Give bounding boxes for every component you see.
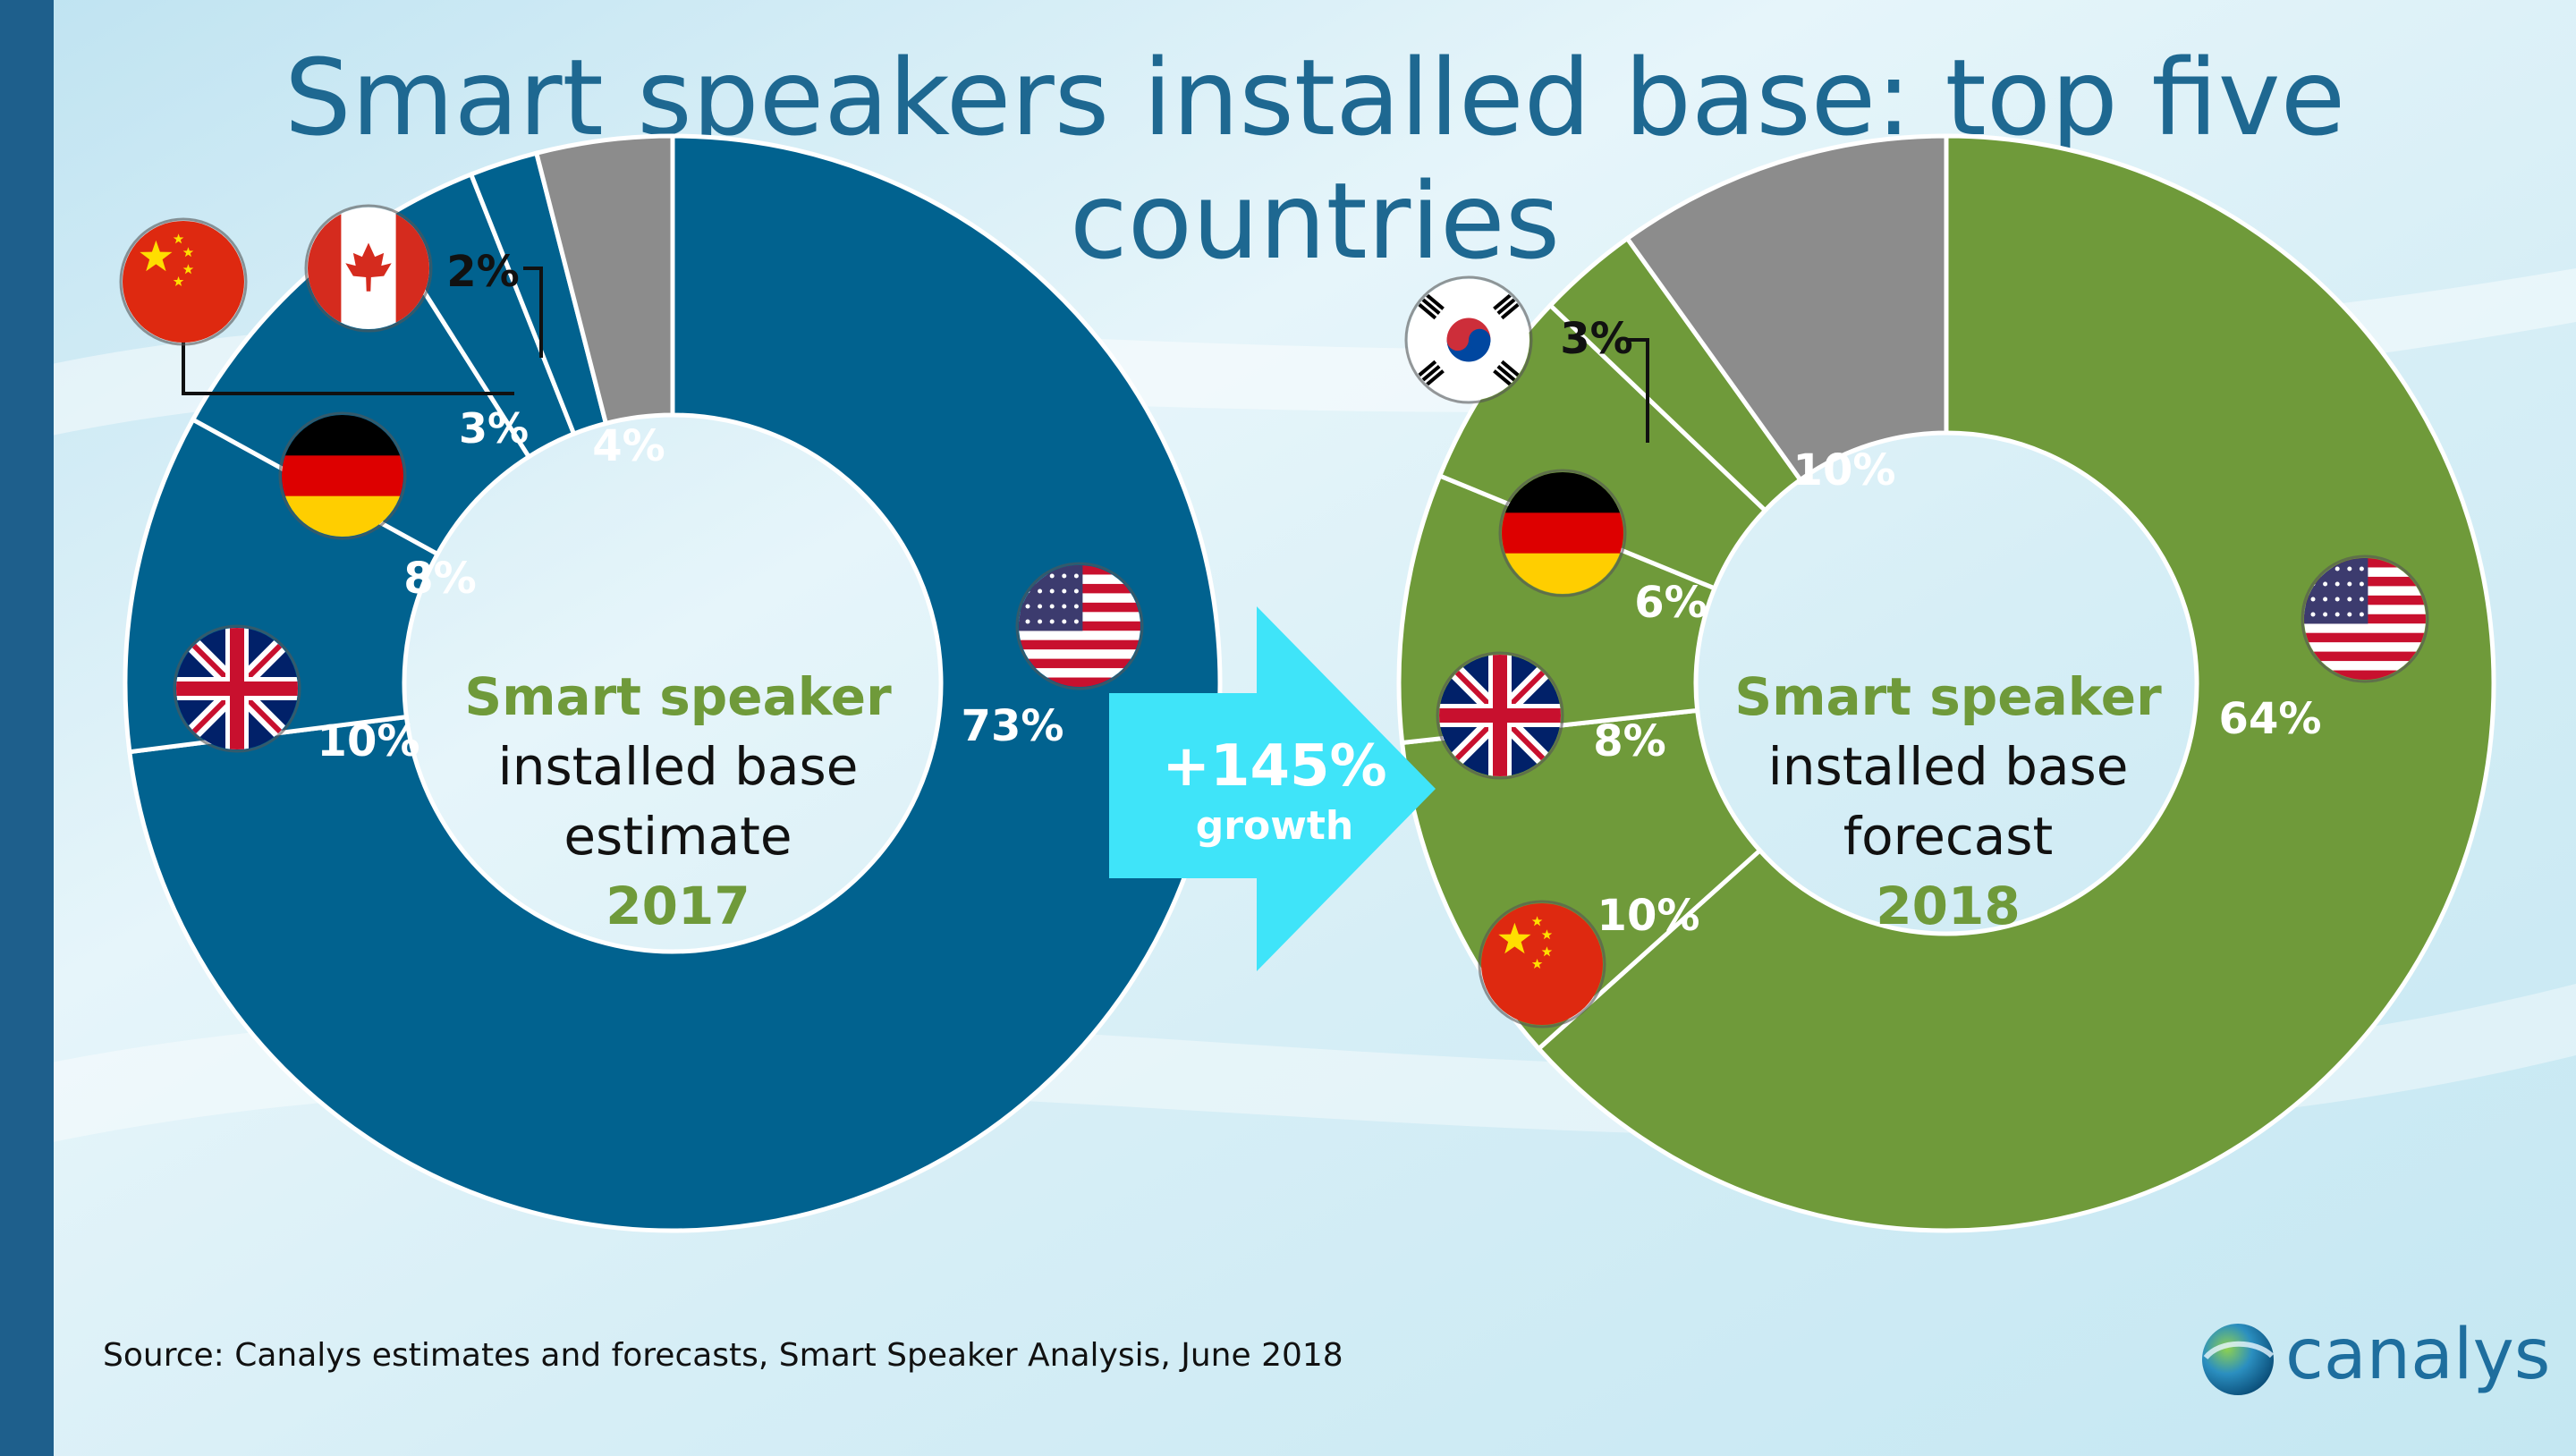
canada-flag-icon: [308, 207, 429, 329]
growth-label: growth: [1196, 803, 1353, 849]
slice-label: 8%: [403, 554, 477, 604]
south-korea-flag-icon: [1408, 279, 1530, 401]
center-year: 2018: [1876, 876, 2021, 936]
center-kind: forecast: [1843, 806, 2054, 867]
center-year: 2017: [606, 876, 750, 936]
slice-label: 8%: [1593, 716, 1666, 766]
slice-usa: [127, 133, 1223, 1233]
logo-text: canalys: [2285, 1315, 2551, 1395]
canalys-logo-icon: [2202, 1324, 2275, 1395]
germany-flag-icon: [282, 415, 403, 537]
uk-flag-icon: [176, 628, 298, 749]
slice-label: 64%: [2219, 694, 2322, 744]
center-label-2017: Smart speaker installed base estimate 20…: [445, 662, 911, 941]
slice-label: 3%: [1560, 314, 1633, 364]
slice-label: 10%: [1793, 445, 1896, 495]
leader-lines: [182, 267, 1649, 443]
us-flag-icon: [2304, 558, 2426, 680]
slice-label: 4%: [592, 421, 665, 471]
china-flag-icon: [123, 221, 244, 343]
slice-other: [1623, 133, 1949, 483]
center-title: Smart speaker: [1734, 666, 2162, 727]
uk-flag-icon: [1439, 655, 1561, 776]
center-kind: estimate: [564, 806, 792, 867]
slice-other: [533, 133, 675, 427]
us-flag-icon: [1019, 565, 1140, 687]
source-note: Source: Canalys estimates and forecasts,…: [103, 1337, 1343, 1374]
slice-usa: [1535, 133, 2496, 1233]
growth-arrow: +145% growth: [1109, 606, 1436, 971]
slice-label: 10%: [1597, 891, 1700, 941]
flags: [119, 204, 2429, 1029]
center-title: Smart speaker: [464, 666, 892, 727]
center-subtitle: installed base: [1767, 736, 2129, 797]
germany-flag-icon: [1502, 472, 1623, 594]
slice-label: 10%: [318, 716, 420, 766]
china-flag-icon: [1481, 903, 1603, 1025]
slice-label: 73%: [962, 701, 1064, 751]
center-label-2018: Smart speaker installed base forecast 20…: [1716, 662, 2181, 941]
slice-label: 2%: [446, 247, 520, 297]
slice-label: 3%: [459, 404, 529, 453]
growth-value: +145%: [1162, 733, 1386, 800]
left-accent-bar: [0, 0, 54, 1456]
center-subtitle: installed base: [497, 736, 859, 797]
slice-label: 6%: [1634, 578, 1707, 628]
